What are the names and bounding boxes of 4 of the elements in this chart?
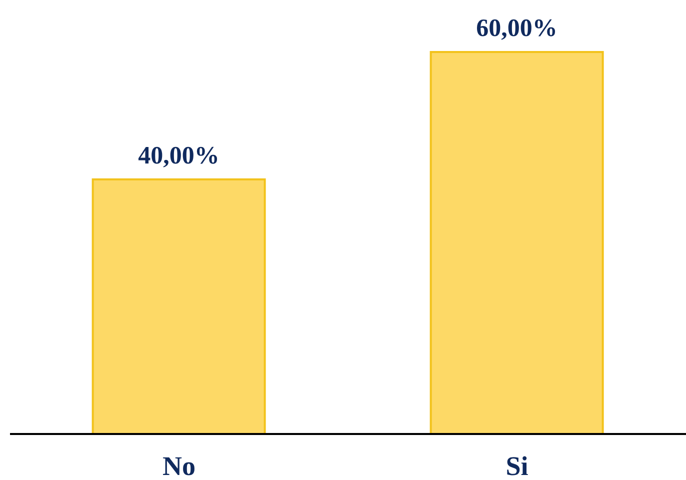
x-tick-label: No bbox=[162, 451, 196, 480]
data-label: 60,00% bbox=[476, 15, 558, 42]
x-tick-label: Si bbox=[506, 451, 529, 480]
data-label: 40,00% bbox=[138, 142, 220, 170]
